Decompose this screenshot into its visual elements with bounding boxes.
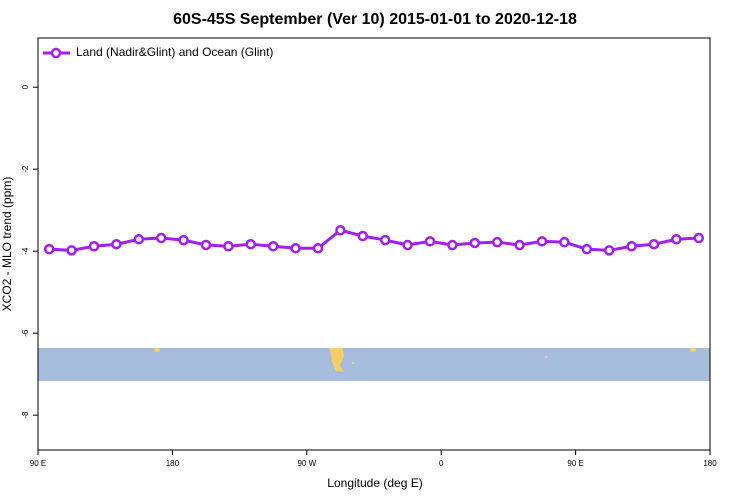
map-strip bbox=[38, 348, 710, 381]
data-point bbox=[671, 234, 682, 245]
x-tick-label: 180 bbox=[703, 459, 717, 468]
data-point bbox=[648, 238, 660, 250]
data-point bbox=[111, 238, 122, 250]
data-point bbox=[290, 243, 301, 254]
data-point bbox=[559, 236, 570, 248]
data-point bbox=[357, 230, 369, 242]
x-tick-label: 90 E bbox=[30, 459, 46, 468]
x-axis-label: Longitude (deg E) bbox=[327, 476, 422, 490]
x-tick-label: 0 bbox=[439, 459, 444, 468]
y-tick-label: -4 bbox=[21, 247, 30, 255]
data-point bbox=[178, 234, 189, 246]
x-tick-label: 90 E bbox=[567, 459, 583, 468]
plot-frame bbox=[37, 37, 711, 451]
series-line bbox=[49, 228, 699, 252]
x-tick-label: 180 bbox=[166, 459, 180, 468]
data-point bbox=[469, 237, 481, 249]
y-tick-label: -2 bbox=[21, 165, 30, 173]
legend-label: Land (Nadir&Glint) and Ocean (Glint) bbox=[76, 45, 273, 59]
data-point bbox=[267, 241, 279, 252]
data-point bbox=[43, 243, 55, 255]
data-point bbox=[514, 239, 525, 251]
data-point bbox=[133, 234, 145, 245]
data-point bbox=[626, 241, 637, 252]
legend-marker bbox=[50, 47, 62, 59]
data-point bbox=[693, 232, 705, 244]
data-point bbox=[200, 239, 212, 251]
x-tick-label: 90 W bbox=[297, 459, 316, 468]
y-tick-label: -8 bbox=[21, 411, 30, 419]
data-point bbox=[379, 234, 391, 246]
y-tick-label: -6 bbox=[21, 329, 30, 337]
data-point bbox=[245, 238, 257, 250]
data-point bbox=[447, 239, 458, 251]
y-tick-label: 0 bbox=[21, 84, 30, 89]
data-point bbox=[223, 241, 234, 252]
data-point bbox=[491, 236, 503, 248]
data-point bbox=[402, 239, 413, 251]
data-point bbox=[581, 243, 593, 255]
data-point bbox=[88, 241, 100, 252]
data-point bbox=[66, 245, 77, 256]
chart-title: 60S-45S September (Ver 10) 2015-01-01 to… bbox=[173, 11, 577, 28]
data-point bbox=[603, 245, 615, 256]
data-point bbox=[335, 225, 346, 236]
data-point bbox=[155, 232, 167, 244]
data-point bbox=[536, 236, 548, 247]
data-point bbox=[424, 236, 436, 247]
y-axis-label: XCO2 - MLO trend (ppm) bbox=[0, 177, 14, 312]
data-point bbox=[312, 243, 324, 254]
